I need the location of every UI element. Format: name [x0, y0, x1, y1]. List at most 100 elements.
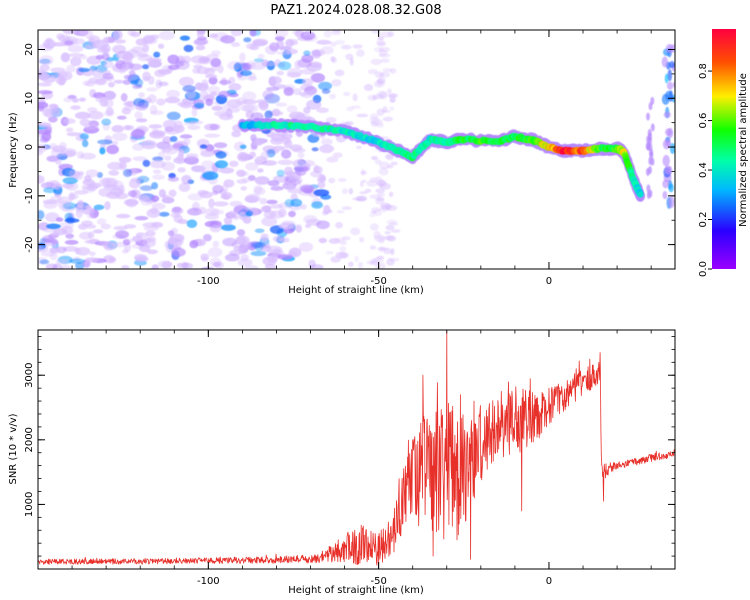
spectrogram-noise-cell — [329, 93, 336, 100]
spectrogram-noise-cell — [84, 205, 92, 210]
spectrogram-noise-cell — [300, 68, 316, 75]
spectrogram-noise-cell — [170, 237, 184, 246]
spectrogram-noise-cell — [257, 53, 265, 59]
spectrogram-noise-cell — [370, 58, 382, 65]
colorbar: 0.0 0.2 0.4 0.6 0.8 Normalized spectral ampl… — [698, 29, 749, 277]
spectrogram-noise-cell — [309, 264, 324, 269]
spectrogram-noise-cell — [123, 238, 134, 244]
spectrogram-noise-cell — [61, 225, 74, 235]
spectrogram-noise-cell — [86, 213, 95, 219]
snr-ylabel: SNR (10 * v/v) — [8, 413, 19, 484]
spectrogram-noise-cell — [68, 192, 76, 201]
spectrogram-noise-cell — [120, 63, 131, 72]
spectrogram-noise-cell — [190, 55, 207, 64]
spectrogram-noise-cell — [230, 30, 243, 37]
colorbar-tick-label: 0.8 — [698, 63, 709, 79]
spectrogram-noise-cell — [318, 81, 333, 91]
spectrogram-noise-cell — [277, 254, 293, 260]
spectrogram-noise-cell — [166, 111, 181, 121]
spectrogram-noise-cell — [212, 240, 220, 248]
spectrogram-noise-cell — [259, 101, 269, 111]
spectrogram-noise-cell — [158, 30, 175, 41]
spectrogram-noise-cell — [86, 224, 97, 229]
spectrogram-noise-cell — [38, 210, 45, 220]
spectrogram-noise-cell — [339, 246, 347, 252]
spectrogram-noise-cell — [220, 224, 236, 231]
spectrogram-noise-cell — [38, 245, 45, 252]
spectrogram-noise-cell — [270, 137, 284, 145]
spectrogram-noise-cell — [65, 217, 75, 224]
spectrogram-noise-cell — [84, 175, 92, 183]
spectrogram-noise-cell — [202, 171, 219, 180]
spectrogram-noise-cell — [149, 207, 159, 215]
spectrogram-noise-cell — [303, 50, 311, 56]
spectrogram-noise-cell — [379, 31, 392, 38]
spectrogram-noise-cell — [184, 156, 199, 165]
spectrogram-noise-cell — [313, 164, 320, 174]
spectrogram-noise-cell — [276, 169, 285, 177]
spectrogram-noise-cell — [78, 67, 90, 73]
spectrogram-noise-cell — [244, 206, 252, 211]
spectrogram-noise-cell — [251, 241, 266, 248]
spectrogram-noise-cell — [125, 49, 140, 58]
spectrogram-noise-cell — [302, 160, 316, 167]
spectrogram-noise-cell — [142, 222, 158, 228]
spectrogram-noise-cell — [38, 59, 52, 65]
spectrogram-noise-cell — [266, 199, 278, 205]
spectrogram-noise-cell — [254, 176, 270, 185]
spectrogram-noise-cell — [207, 85, 220, 94]
spectrogram-noise-cell — [325, 251, 334, 255]
spectrogram-noise-cell — [196, 31, 205, 38]
spectrogram-noise-cell — [343, 91, 351, 97]
spectrogram-noise-cell — [661, 56, 668, 68]
spectrogram-noise-cell — [238, 171, 250, 177]
spectrogram-noise-cell — [378, 179, 385, 188]
spectrogram-noise-cell — [117, 184, 125, 195]
spectrogram-noise-cell — [209, 257, 222, 267]
spectrogram-noise-cell — [112, 132, 128, 141]
spectrogram-noise-cell — [384, 235, 394, 241]
spectrogram-noise-cell — [151, 264, 159, 269]
spectrogram-noise-cell — [61, 148, 77, 157]
spectrogram-noise-cell — [253, 58, 264, 63]
spectrogram-noise-cell — [359, 237, 365, 243]
spectrogram-noise-cell — [239, 52, 246, 62]
spectrogram-noise-cell — [178, 182, 191, 192]
spectrogram-noise-cell — [321, 88, 331, 94]
spectrogram-noise-cell — [200, 150, 215, 157]
spectrogram-noise-cell — [369, 245, 377, 250]
spectrogram-noise-cell — [191, 107, 198, 117]
spectrogram-noise-cell — [168, 189, 177, 198]
spectrogram-noise-cell — [270, 76, 282, 85]
spectrogram-noise-cell — [662, 179, 669, 189]
spectrogram-noise-cell — [135, 102, 149, 111]
spectrogram-noise-cell — [161, 147, 178, 155]
spectrogram-noise-cell — [152, 156, 164, 162]
spectrogram-noise-cell — [300, 185, 315, 193]
spectrogram-noise-cell — [321, 210, 329, 216]
spectrogram-noise-cell — [264, 110, 273, 119]
spectrogram-noise-cell — [386, 219, 398, 225]
spectrogram-noise-cell — [103, 90, 116, 100]
spectrogram-noise-cell — [203, 234, 212, 242]
spectrogram-noise-cell — [261, 216, 278, 227]
spectrogram-noise-cell — [102, 241, 117, 251]
spectrogram-noise-cell — [318, 237, 327, 244]
spectrogram-noise-cell — [65, 233, 75, 239]
spectrogram-noise-cell — [379, 161, 390, 170]
spectrogram-noise-cell — [646, 112, 650, 121]
spectrogram-noise-cell — [111, 125, 125, 133]
spectrogram-noise-cell — [245, 193, 261, 203]
spectrogram-noise-cell — [101, 52, 110, 61]
spectrogram-noise-cell — [158, 81, 169, 87]
spectrogram-noise-cell — [662, 191, 668, 200]
colorbar-gradient — [712, 29, 736, 269]
spectrogram-noise-cell — [346, 106, 354, 112]
spectrogram-noise-cell — [104, 184, 119, 191]
spectrogram-noise-cell — [221, 183, 229, 193]
spectrogram-noise-cell — [40, 182, 56, 189]
snr-axes: -100 -50 0 1000 2000 3000 — [24, 330, 675, 587]
spectrogram-noise-cell — [228, 83, 242, 91]
spectrogram-noise-cell — [209, 209, 225, 215]
spectrogram-noise-cell — [272, 84, 287, 89]
